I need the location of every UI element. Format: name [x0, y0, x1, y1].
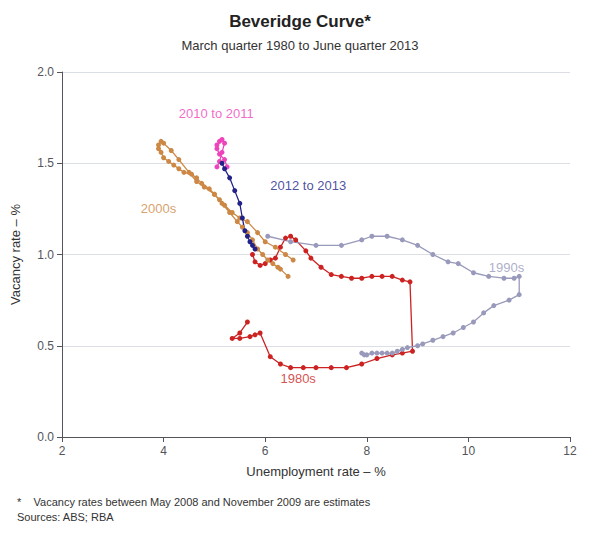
svg-text:0.0: 0.0	[37, 430, 54, 444]
svg-text:1.0: 1.0	[37, 248, 54, 262]
svg-text:10: 10	[462, 444, 476, 458]
svg-text:6: 6	[262, 444, 269, 458]
svg-text:8: 8	[363, 444, 370, 458]
svg-text:1980s: 1980s	[280, 371, 316, 386]
svg-text:0.5: 0.5	[37, 339, 54, 353]
svg-text:Vacancy rate – %: Vacancy rate – %	[8, 204, 23, 305]
svg-text:Unemployment rate – %: Unemployment rate – %	[246, 464, 386, 479]
svg-text:2010 to 2011: 2010 to 2011	[179, 106, 254, 121]
svg-text:Beveridge Curve*: Beveridge Curve*	[229, 12, 371, 31]
svg-text:2000s: 2000s	[141, 201, 177, 216]
svg-text:1990s: 1990s	[489, 260, 525, 275]
svg-text:12: 12	[563, 444, 577, 458]
svg-text:2.0: 2.0	[37, 65, 54, 79]
svg-text:* Vacancy rates between May: * Vacancy rates between May 2008 and Nov…	[17, 496, 371, 508]
svg-text:1.5: 1.5	[37, 156, 54, 170]
svg-text:March quarter 1980 to June qua: March quarter 1980 to June quarter 2013	[181, 38, 418, 53]
svg-text:4: 4	[160, 444, 167, 458]
svg-text:2: 2	[59, 444, 66, 458]
svg-text:2012 to 2013: 2012 to 2013	[270, 178, 346, 193]
svg-text:Sources: ABS; RBA: Sources: ABS; RBA	[17, 511, 114, 523]
